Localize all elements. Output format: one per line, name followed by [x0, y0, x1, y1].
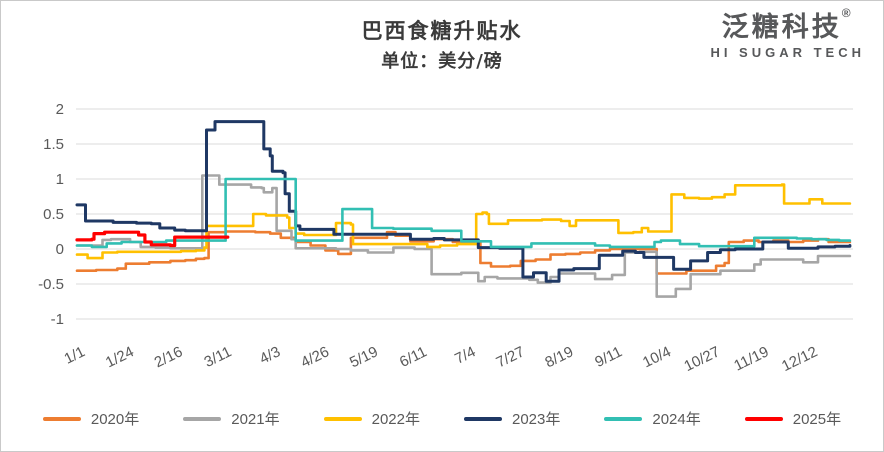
legend-label: 2021年 — [231, 411, 280, 428]
series-line-2025年 — [75, 230, 230, 248]
y-tick-label: -1 — [51, 311, 64, 328]
x-tick-label-7-27: 7/27 — [494, 343, 528, 371]
chart-legend: 2020年 2021年 2022年 2023年 2024年 2025年 — [1, 408, 883, 429]
y-tick-label: 1.5 — [43, 136, 64, 153]
series-line-2022年 — [75, 183, 852, 260]
x-tick-label-7-4: 7/4 — [452, 343, 478, 367]
logo-chinese-name: 泛糖科技® — [721, 6, 854, 42]
series-line-2021年 — [75, 174, 852, 298]
y-tick-label: 0.5 — [43, 206, 64, 223]
legend-line-swatch — [464, 416, 502, 421]
series-line-2023年 — [75, 120, 852, 283]
legend-line-swatch — [744, 416, 783, 421]
legend-label: 2022年 — [371, 411, 420, 428]
legend-item-2021年: 2021年 — [183, 408, 280, 429]
x-tick-label-12-12: 12/12 — [779, 343, 820, 375]
logo-tagline: HI SUGAR TECH — [710, 44, 865, 60]
legend-item-2020年: 2020年 — [42, 408, 140, 429]
legend-item-2024年: 2024年 — [604, 408, 701, 429]
x-tick-label-8-19: 8/19 — [542, 343, 576, 371]
x-tick-label-9-11: 9/11 — [592, 343, 625, 371]
x-tick-label-3-11: 3/11 — [202, 343, 235, 371]
chart-unit-label: 单位：美分/磅 — [381, 51, 503, 72]
registered-trademark-icon: ® — [841, 6, 854, 20]
x-tick-label-1-1: 1/1 — [62, 343, 88, 367]
legend-line-swatch — [42, 416, 81, 421]
legend-label: 2020年 — [90, 411, 140, 428]
x-tick-label-6-11: 6/11 — [397, 343, 430, 371]
legend-item-2023年: 2023年 — [464, 408, 560, 429]
x-tick-label-1-24: 1/24 — [103, 343, 137, 371]
legend-line-swatch — [604, 416, 643, 421]
legend-item-2022年: 2022年 — [323, 408, 420, 429]
chart-title: 巴西食糖升贴水 — [361, 18, 523, 43]
y-tick-label: 1 — [56, 171, 64, 188]
x-tick-label-4-26: 4/26 — [298, 343, 332, 371]
y-tick-label: 2 — [56, 101, 64, 118]
legend-item-2025年: 2025年 — [744, 408, 842, 429]
legend-label: 2025年 — [792, 411, 842, 428]
legend-line-swatch — [183, 416, 222, 421]
legend-label: 2023年 — [512, 411, 561, 428]
hi-sugar-tech-logo: 泛糖科技® HI SUGAR TECH — [710, 6, 865, 60]
x-tick-label-4-3: 4/3 — [257, 343, 283, 367]
x-tick-label-2-16: 2/16 — [152, 343, 186, 371]
series-line-2024年 — [75, 177, 852, 249]
x-tick-label-5-19: 5/19 — [347, 343, 381, 371]
y-tick-label: -0.5 — [38, 276, 64, 293]
x-tick-label-10-27: 10/27 — [681, 343, 722, 375]
x-tick-label-11-19: 11/19 — [731, 343, 771, 374]
legend-line-swatch — [323, 416, 362, 421]
x-tick-label-10-4: 10/4 — [640, 343, 674, 371]
y-tick-label: 0 — [56, 241, 64, 258]
legend-label: 2024年 — [652, 411, 701, 428]
